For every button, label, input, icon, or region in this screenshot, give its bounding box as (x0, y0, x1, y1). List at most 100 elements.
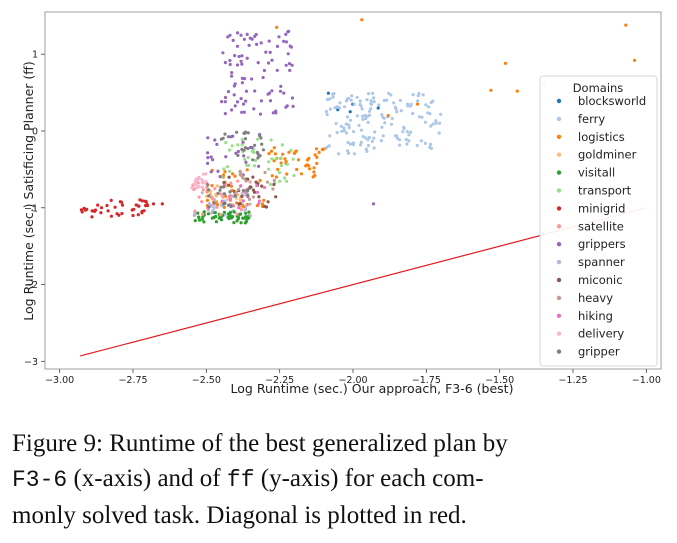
point-ferry (349, 98, 353, 102)
point-satellite (248, 180, 252, 184)
point-minigrid (138, 198, 142, 202)
point-ferry (426, 105, 431, 109)
point-grippers (239, 59, 243, 63)
point-grippers (268, 50, 272, 55)
point-gripper (246, 131, 250, 135)
series-visitall (192, 210, 252, 225)
point-goldminer (215, 184, 219, 188)
point-gripper (206, 183, 210, 187)
point-ferry (415, 143, 419, 148)
point-logistics (233, 174, 237, 178)
point-ferry (411, 111, 415, 116)
point-satellite (236, 179, 240, 183)
point-visitall (244, 211, 248, 215)
point-ferry (382, 98, 386, 103)
point-ferry (363, 113, 367, 118)
caption-code-ff: ff (226, 467, 255, 493)
point-grippers (235, 63, 240, 67)
point-ferry (387, 91, 391, 95)
point-minigrid (120, 211, 124, 216)
point-ferry (352, 130, 356, 134)
point-visitall (222, 210, 226, 214)
point-grippers (277, 35, 281, 39)
point-ferry (347, 123, 351, 127)
point-heavy (244, 179, 248, 183)
point-grippers (235, 100, 240, 104)
point-ferry (335, 130, 339, 135)
point-miconic (266, 200, 270, 204)
point-ferry (372, 146, 376, 150)
point-hiking (257, 202, 261, 206)
point-grippers (275, 44, 280, 49)
point-grippers (279, 84, 283, 88)
point-visitall (243, 221, 247, 225)
point-grippers (270, 89, 274, 93)
legend-label-heavy: heavy (578, 291, 613, 305)
point-visitall (232, 221, 236, 225)
point-grippers (285, 104, 289, 108)
point-gripper (246, 147, 250, 151)
point-ferry (394, 107, 398, 111)
point-gripper (260, 142, 264, 146)
legend-marker-ferry (556, 116, 562, 122)
point-minigrid (118, 200, 122, 204)
point-heavy (238, 169, 242, 173)
point-logistics (295, 167, 299, 172)
point-grippers (230, 74, 234, 78)
point-heavy (251, 195, 255, 199)
legend-label-gripper: gripper (578, 345, 620, 359)
point-logistics (245, 168, 249, 172)
point-ferry (358, 99, 362, 103)
point-minigrid (99, 206, 104, 210)
point-spanner (200, 191, 204, 195)
point-grippers (206, 156, 210, 160)
point-miconic (272, 182, 276, 187)
point-satellite (197, 195, 201, 199)
x-tick-label: −2.50 (192, 375, 221, 386)
legend-marker-grippers (556, 242, 562, 247)
point-grippers (241, 102, 246, 106)
point-satellite (218, 192, 223, 196)
point-transport (279, 164, 284, 168)
point-minigrid (160, 202, 164, 206)
point-grippers (233, 104, 237, 108)
point-logistics (299, 172, 304, 176)
point-transport (269, 182, 273, 186)
point-hiking (255, 184, 259, 188)
point-logistics (308, 167, 312, 171)
point-gripper (228, 190, 232, 194)
point-transport (224, 141, 228, 145)
point-ferry (325, 112, 329, 117)
point-ferry (406, 104, 410, 108)
point-grippers (291, 104, 295, 108)
point-minigrid (120, 203, 125, 207)
point-gripper (228, 203, 232, 207)
legend-label-ferry: ferry (578, 112, 605, 126)
point-transport (250, 149, 254, 153)
point-ferry (357, 123, 361, 128)
point-minigrid (140, 211, 144, 215)
point-gripper (207, 194, 211, 198)
point-visitall (241, 216, 245, 220)
point-ferry (408, 104, 413, 108)
point-ferry (417, 115, 422, 119)
point-spanner (248, 202, 252, 206)
point-ferry (380, 113, 384, 117)
legend-marker-blocksworld (556, 98, 562, 104)
point-grippers (235, 44, 240, 48)
point-visitall (196, 211, 200, 215)
point-hiking (239, 184, 243, 188)
point-gripper (222, 202, 226, 206)
point-miconic (251, 175, 255, 179)
point-ferry (346, 149, 350, 153)
point-ferry (339, 124, 343, 128)
point-ferry (352, 102, 356, 106)
point-ferry (392, 101, 396, 105)
point-grippers (223, 61, 227, 65)
point-ferry (331, 95, 335, 99)
point-logistics (269, 149, 274, 153)
point-satellite (201, 188, 205, 192)
point-ferry (337, 152, 341, 156)
point-visitall (213, 210, 217, 215)
point-grippers (262, 68, 266, 73)
